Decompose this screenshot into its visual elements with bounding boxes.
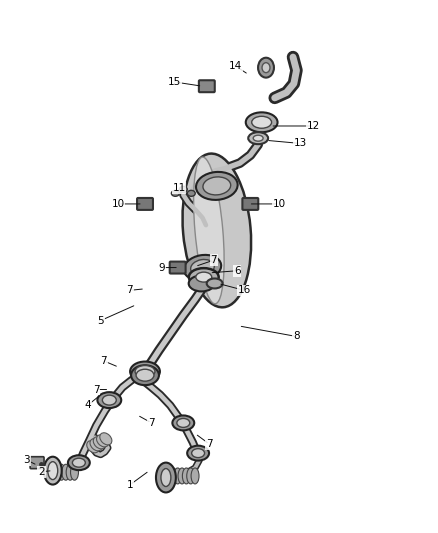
Ellipse shape — [182, 468, 191, 484]
Text: 5: 5 — [97, 316, 104, 326]
Ellipse shape — [191, 468, 199, 484]
Ellipse shape — [90, 439, 102, 451]
Ellipse shape — [130, 361, 160, 382]
Ellipse shape — [135, 366, 155, 377]
FancyBboxPatch shape — [170, 262, 186, 273]
Text: 2: 2 — [38, 467, 45, 477]
Text: 1: 1 — [127, 480, 133, 490]
Ellipse shape — [196, 172, 238, 200]
Ellipse shape — [87, 441, 99, 453]
Ellipse shape — [97, 392, 121, 408]
Ellipse shape — [57, 464, 65, 480]
Ellipse shape — [156, 463, 176, 492]
Text: 10: 10 — [272, 199, 286, 209]
Ellipse shape — [66, 464, 74, 480]
Text: 7: 7 — [93, 384, 99, 394]
Text: 6: 6 — [234, 266, 240, 276]
Ellipse shape — [252, 116, 272, 128]
Ellipse shape — [96, 435, 109, 447]
Text: 7: 7 — [148, 418, 155, 428]
Ellipse shape — [196, 272, 212, 282]
Ellipse shape — [173, 415, 194, 430]
Text: 14: 14 — [229, 61, 242, 71]
Ellipse shape — [184, 255, 221, 280]
Ellipse shape — [174, 468, 182, 484]
Ellipse shape — [248, 132, 268, 144]
Ellipse shape — [136, 369, 154, 381]
Ellipse shape — [253, 135, 263, 141]
Ellipse shape — [100, 433, 112, 445]
Ellipse shape — [246, 112, 278, 132]
Ellipse shape — [53, 464, 61, 480]
Ellipse shape — [68, 455, 90, 470]
Text: 7: 7 — [127, 285, 133, 295]
Ellipse shape — [262, 63, 270, 72]
Ellipse shape — [161, 469, 171, 487]
Ellipse shape — [189, 268, 219, 286]
Ellipse shape — [183, 154, 251, 308]
Ellipse shape — [187, 446, 209, 461]
Text: 12: 12 — [307, 121, 321, 131]
Ellipse shape — [93, 437, 106, 449]
Ellipse shape — [102, 395, 116, 405]
Ellipse shape — [189, 276, 215, 292]
Text: 10: 10 — [111, 199, 124, 209]
Text: 8: 8 — [293, 332, 300, 342]
Text: 7: 7 — [211, 255, 217, 265]
Text: 7: 7 — [100, 356, 107, 366]
Ellipse shape — [49, 464, 57, 480]
FancyBboxPatch shape — [242, 198, 258, 210]
Ellipse shape — [258, 58, 274, 78]
Text: 7: 7 — [206, 439, 213, 449]
FancyBboxPatch shape — [30, 457, 44, 469]
Ellipse shape — [131, 365, 159, 385]
Ellipse shape — [194, 157, 224, 304]
Ellipse shape — [192, 449, 205, 458]
Ellipse shape — [191, 260, 214, 276]
Text: 11: 11 — [172, 183, 186, 193]
Ellipse shape — [170, 468, 177, 484]
Ellipse shape — [207, 279, 223, 288]
Ellipse shape — [171, 190, 179, 196]
Ellipse shape — [44, 457, 62, 484]
Text: 15: 15 — [168, 77, 181, 87]
Ellipse shape — [62, 464, 70, 480]
Text: 16: 16 — [238, 285, 251, 295]
Ellipse shape — [71, 464, 78, 480]
FancyBboxPatch shape — [137, 198, 153, 210]
Text: 13: 13 — [294, 139, 307, 149]
Ellipse shape — [72, 458, 85, 467]
Text: 3: 3 — [23, 455, 30, 465]
Ellipse shape — [177, 418, 190, 427]
Text: 4: 4 — [84, 400, 91, 410]
Ellipse shape — [179, 187, 187, 192]
Ellipse shape — [187, 468, 194, 484]
Ellipse shape — [48, 462, 58, 480]
Ellipse shape — [178, 468, 186, 484]
FancyBboxPatch shape — [199, 80, 215, 92]
Ellipse shape — [187, 190, 195, 196]
Text: 9: 9 — [158, 263, 165, 272]
Ellipse shape — [203, 177, 231, 195]
